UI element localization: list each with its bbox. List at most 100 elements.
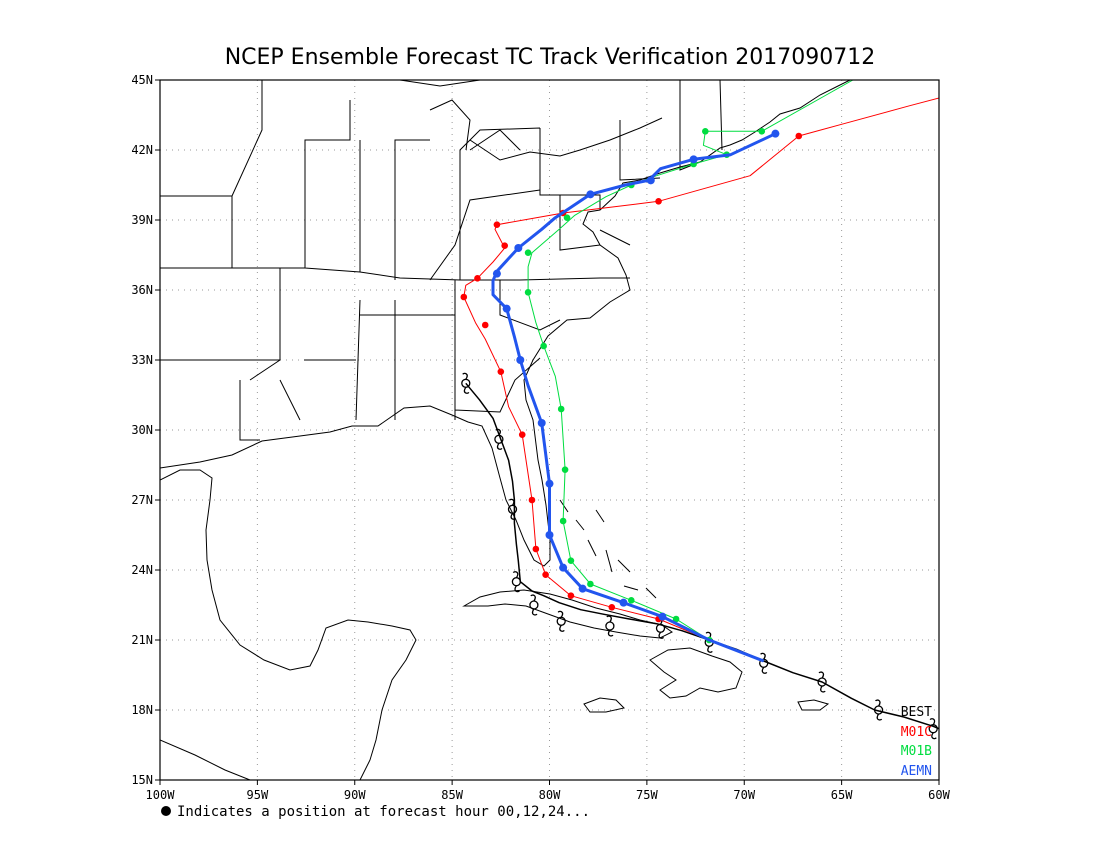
forecast-position-dot (587, 580, 594, 588)
island-jamaica (583, 697, 625, 713)
coastline-gulf-atlantic (160, 80, 851, 567)
forecast-position-dot (501, 242, 509, 249)
islands-bahamas (559, 499, 657, 599)
forecast-position-dot (771, 129, 780, 138)
forecast-position-dot (537, 419, 546, 427)
forecast-position-dot (655, 198, 662, 205)
forecast-position-dot (586, 190, 595, 199)
forecast-position-dot (567, 557, 575, 564)
forecast-position-dot (492, 269, 501, 278)
axis-ticks: 100W 95W 90W 85W 80W 75W 70W 65W 60W 15N 18N 21N 24N… (131, 73, 950, 802)
x-tick-label: 95W (247, 788, 269, 802)
forecast-position-dot (567, 592, 575, 599)
forecast-position-dot (658, 612, 667, 621)
forecast-position-dot (502, 304, 511, 313)
x-tick-label: 90W (344, 788, 366, 802)
forecast-position-dot (540, 342, 547, 350)
x-tick-label: 75W (636, 788, 658, 802)
great-lakes (399, 80, 663, 161)
y-tick-label: 42N (131, 143, 153, 157)
lat-lon-grid (160, 80, 939, 780)
hurricane-symbol-icon (507, 498, 518, 520)
track-m01c (460, 97, 939, 662)
forecast-position-dot (627, 597, 635, 604)
x-tick-label: 100W (146, 788, 176, 802)
forecast-position-dot (689, 155, 698, 164)
forecast-position-dot (528, 496, 536, 504)
hurricane-symbol-icon (928, 718, 938, 740)
forecast-position-dot (460, 293, 468, 301)
forecast-position-dot (524, 289, 532, 296)
hurricane-symbol-icon (556, 610, 566, 632)
forecast-position-dot (672, 615, 680, 623)
forecast-position-dot (524, 249, 532, 256)
forecast-tracks (460, 80, 939, 740)
hurricane-symbol-icon (494, 428, 504, 450)
hurricane-symbol-icon (529, 594, 539, 616)
y-tick-label: 33N (131, 353, 153, 367)
y-tick-label: 24N (131, 563, 153, 577)
forecast-position-dot (608, 604, 616, 611)
x-tick-label: 85W (441, 788, 463, 802)
x-tick-label: 60W (928, 788, 950, 802)
forecast-position-dot (514, 244, 523, 252)
forecast-position-dot (561, 466, 569, 473)
track-line-m01b (527, 80, 854, 662)
hurricane-symbol-icon (817, 671, 827, 693)
forecast-position-dot (619, 598, 628, 607)
y-tick-label: 15N (131, 773, 153, 787)
forecast-position-dot (532, 545, 540, 553)
y-tick-label: 18N (131, 703, 153, 717)
x-tick-label: 80W (539, 788, 561, 802)
forecast-position-dot (545, 531, 554, 539)
chart-title: NCEP Ensemble Forecast TC Track Verifica… (225, 45, 876, 70)
y-tick-label: 45N (131, 73, 153, 87)
hurricane-symbol-icon (605, 615, 615, 637)
y-tick-label: 39N (131, 213, 153, 227)
legend-aemn: AEMN (901, 764, 932, 779)
track-line-aemn (491, 132, 777, 663)
hurricane-symbol-icon (873, 699, 884, 721)
forecast-position-dot (559, 563, 568, 572)
forecast-position-dot (795, 132, 803, 140)
forecast-position-dot (702, 128, 709, 135)
forecast-position-dot (493, 221, 501, 228)
state-borders (160, 80, 723, 441)
y-tick-label: 36N (131, 283, 153, 297)
forecast-position-dot (563, 214, 571, 221)
forecast-position-dot (516, 356, 525, 364)
legend-m01b: M01B (901, 744, 932, 759)
y-tick-label: 30N (131, 423, 153, 437)
forecast-position-dot (497, 368, 505, 375)
hurricane-symbol-icon (511, 571, 522, 593)
footnote-dot-icon (161, 806, 171, 816)
island-hispaniola (649, 647, 743, 699)
forecast-position-dot (646, 176, 655, 185)
track-best (461, 372, 939, 740)
forecast-position-dot (545, 479, 554, 488)
forecast-position-dot (474, 275, 481, 282)
legend: BEST M01C M01B AEMN (901, 705, 932, 779)
island-cuba (462, 589, 673, 639)
x-tick-label: 70W (733, 788, 755, 802)
legend-m01c: M01C (901, 725, 932, 740)
hurricane-symbol-icon (759, 652, 769, 674)
forecast-position-dot (557, 405, 565, 413)
forecast-position-dot (758, 128, 766, 135)
legend-best: BEST (901, 705, 932, 720)
forecast-position-dot (542, 571, 549, 578)
y-tick-label: 27N (131, 493, 153, 507)
base-map (160, 80, 851, 780)
coastline-mexico (160, 469, 417, 780)
track-line-best (465, 382, 939, 730)
track-aemn (491, 129, 780, 663)
forecast-position-dot (518, 431, 526, 438)
forecast-position-dot (481, 321, 489, 329)
y-tick-label: 21N (131, 633, 153, 647)
forecast-position-dot (578, 584, 587, 593)
footnote-text: Indicates a position at forecast hour 00… (177, 804, 590, 820)
forecast-position-dot (559, 517, 567, 525)
hurricane-symbol-icon (461, 372, 471, 394)
x-tick-label: 65W (831, 788, 853, 802)
